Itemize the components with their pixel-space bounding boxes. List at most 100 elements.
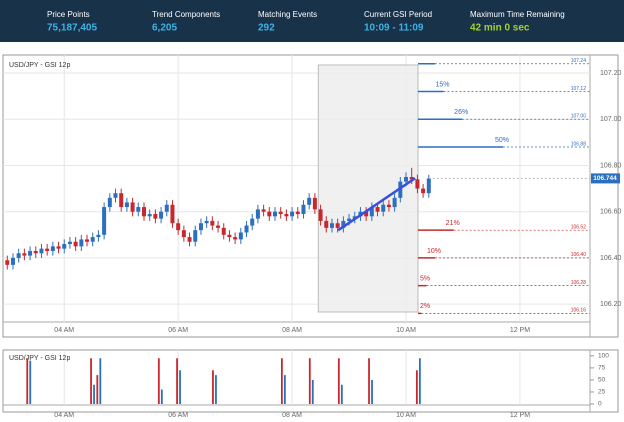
candle-body (85, 239, 90, 242)
last-price-box (591, 173, 620, 184)
candle-body (141, 207, 146, 217)
stat-value: 10:09 - 11:09 (364, 23, 424, 34)
candle-body (73, 241, 78, 247)
candle-body (147, 214, 152, 217)
candle-body (227, 234, 232, 238)
stat-value: 6,205 (152, 23, 177, 34)
candle-body (136, 207, 141, 212)
x-tick-label: 04 AM (54, 412, 74, 419)
x-tick-label: 08 AM (282, 412, 302, 419)
volume-bar (26, 358, 29, 404)
y-tick-label: 106.20 (600, 301, 622, 308)
candle-body (159, 211, 164, 219)
y-tick-label: 75 (598, 365, 606, 372)
level-pct-label: 5% (420, 275, 430, 282)
y-tick-label: 0 (598, 401, 602, 408)
level-pct-label: 21% (446, 220, 460, 227)
y-tick-label: 50 (598, 377, 606, 384)
volume-bar (340, 384, 343, 404)
candle-body (164, 204, 169, 212)
candle-body (404, 177, 409, 182)
candle-body (364, 211, 369, 217)
candle-body (238, 232, 243, 240)
candle-body (398, 181, 403, 198)
x-tick-label: 06 AM (168, 412, 188, 419)
level-pct-label: 10% (427, 248, 441, 255)
candle-body (392, 197, 397, 208)
candle-body (67, 241, 72, 245)
header-bar (0, 0, 624, 42)
volume-bar (371, 379, 373, 404)
volume-bar (280, 358, 283, 404)
x-tick-label: 12 PM (510, 327, 530, 334)
level-pct-label: 15% (435, 81, 449, 88)
candle-body (210, 220, 215, 226)
level-pct-label: 2% (420, 303, 430, 310)
candle-body (176, 223, 181, 231)
candle-body (381, 204, 386, 212)
candle-body (307, 197, 312, 205)
stat-label: Price Points (47, 10, 90, 19)
candle-body (301, 204, 306, 214)
candle-body (96, 234, 101, 238)
candle-body (45, 248, 50, 251)
candle-body (329, 223, 334, 228)
level-price-label: 107.00 (571, 114, 587, 120)
candle-body (204, 220, 209, 224)
candle-body (415, 179, 420, 189)
candle-body (62, 244, 67, 249)
level-price-label: 106.52 (571, 225, 587, 231)
candle-body (255, 209, 260, 219)
candle-body (312, 197, 317, 210)
candle-body (50, 246, 55, 251)
volume-bar (215, 375, 217, 404)
volume-bar (93, 384, 95, 404)
candle-body (5, 260, 10, 265)
candle-body (198, 223, 203, 231)
level-price-label: 107.12 (571, 86, 587, 92)
volume-bar (415, 370, 418, 404)
level-price-label: 106.28 (571, 280, 587, 286)
candle-body (324, 220, 329, 228)
candle-body (375, 207, 380, 212)
stat-label: Maximum Time Remaining (470, 10, 565, 19)
main-pane (2, 54, 619, 338)
candle-body (102, 207, 107, 235)
level-pct-label: 26% (454, 109, 468, 116)
candle-body (170, 204, 175, 224)
volume-bar (176, 358, 178, 404)
candle-body (107, 197, 112, 208)
candle-body (79, 239, 84, 247)
candle-body (250, 218, 255, 226)
level-price-label: 106.16 (571, 308, 587, 314)
volume-bar (212, 370, 214, 404)
volume-bar (311, 379, 314, 404)
x-tick-label: 04 AM (54, 327, 74, 334)
candle-body (119, 193, 124, 208)
volume-bar (368, 358, 370, 404)
level-price-label: 107.24 (571, 58, 587, 64)
y-tick-label: 107.00 (600, 116, 622, 123)
gsi-window (317, 64, 419, 313)
level-price-label: 106.88 (571, 141, 587, 147)
stat-value: 292 (258, 23, 275, 34)
candle-body (130, 202, 135, 212)
x-tick-label: 12 PM (510, 412, 530, 419)
y-tick-label: 100 (598, 353, 609, 360)
volume-bar (283, 375, 286, 404)
candle-body (341, 220, 346, 228)
candle-body (216, 225, 221, 228)
y-tick-label: 106.80 (600, 162, 622, 169)
candle-body (318, 209, 323, 221)
y-tick-label: 106.60 (600, 209, 622, 216)
candle-body (273, 211, 277, 217)
candle-body (33, 250, 38, 254)
candle-body (153, 214, 158, 219)
candle-body (16, 253, 21, 258)
y-tick-label: 106.40 (600, 255, 622, 262)
candle-body (124, 202, 129, 208)
volume-bar (99, 358, 102, 404)
candle-body (295, 211, 300, 214)
candle-body (426, 178, 431, 194)
